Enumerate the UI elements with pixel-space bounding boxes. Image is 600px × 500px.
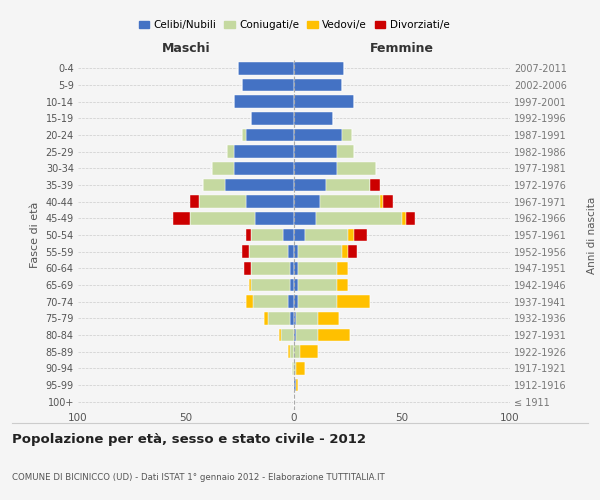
Bar — [298, 296, 337, 308]
Bar — [248, 279, 251, 291]
Bar — [242, 246, 248, 258]
Bar — [247, 229, 251, 241]
Bar — [287, 246, 294, 258]
Bar — [281, 329, 294, 341]
Bar — [296, 379, 298, 391]
Bar — [294, 379, 296, 391]
Bar — [292, 362, 294, 374]
Bar — [247, 129, 294, 141]
Bar — [251, 112, 294, 124]
Bar — [238, 62, 294, 74]
Bar — [233, 96, 294, 108]
Bar — [294, 329, 296, 341]
Bar — [337, 296, 370, 308]
Bar — [190, 196, 199, 208]
Bar — [247, 196, 294, 208]
Bar — [268, 312, 290, 324]
Bar — [173, 212, 190, 224]
Bar — [294, 212, 316, 224]
Bar — [294, 146, 337, 158]
Bar — [341, 246, 348, 258]
Bar — [370, 179, 380, 192]
Bar — [212, 162, 233, 174]
Bar — [283, 229, 294, 241]
Bar — [294, 296, 298, 308]
Bar — [233, 162, 294, 174]
Bar — [294, 162, 337, 174]
Bar — [290, 312, 294, 324]
Bar — [294, 262, 298, 274]
Bar — [264, 312, 268, 324]
Bar — [294, 129, 341, 141]
Bar — [294, 179, 326, 192]
Bar — [225, 179, 294, 192]
Bar — [355, 229, 367, 241]
Bar — [244, 262, 251, 274]
Bar — [298, 279, 337, 291]
Bar — [298, 262, 337, 274]
Bar — [296, 329, 318, 341]
Bar — [294, 196, 320, 208]
Bar — [294, 96, 355, 108]
Bar — [337, 146, 355, 158]
Bar — [406, 212, 415, 224]
Bar — [253, 296, 287, 308]
Bar — [341, 129, 352, 141]
Bar — [190, 212, 255, 224]
Bar — [318, 312, 340, 324]
Bar — [305, 229, 348, 241]
Bar — [290, 279, 294, 291]
Bar — [279, 329, 281, 341]
Bar — [337, 279, 348, 291]
Bar — [290, 346, 294, 358]
Bar — [294, 246, 298, 258]
Bar — [242, 129, 247, 141]
Bar — [294, 346, 301, 358]
Text: COMUNE DI BICINICCO (UD) - Dati ISTAT 1° gennaio 2012 - Elaborazione TUTTITALIA.: COMUNE DI BICINICCO (UD) - Dati ISTAT 1°… — [12, 473, 385, 482]
Bar — [255, 212, 294, 224]
Y-axis label: Fasce di età: Fasce di età — [30, 202, 40, 268]
Bar — [294, 62, 344, 74]
Bar — [402, 212, 406, 224]
Text: Maschi: Maschi — [161, 42, 211, 55]
Bar — [337, 262, 348, 274]
Bar — [383, 196, 394, 208]
Bar — [251, 229, 283, 241]
Bar — [301, 346, 318, 358]
Bar — [294, 312, 296, 324]
Bar — [294, 112, 333, 124]
Bar — [227, 146, 233, 158]
Bar — [287, 296, 294, 308]
Bar — [294, 79, 341, 92]
Text: Anni di nascita: Anni di nascita — [587, 196, 597, 274]
Bar — [294, 229, 305, 241]
Bar — [294, 362, 296, 374]
Bar — [380, 196, 383, 208]
Bar — [318, 329, 350, 341]
Bar — [296, 362, 305, 374]
Bar — [290, 262, 294, 274]
Bar — [294, 279, 298, 291]
Bar — [320, 196, 380, 208]
Bar — [199, 196, 247, 208]
Bar — [251, 279, 290, 291]
Bar — [233, 146, 294, 158]
Bar — [251, 262, 290, 274]
Legend: Celibi/Nubili, Coniugati/e, Vedovi/e, Divorziati/e: Celibi/Nubili, Coniugati/e, Vedovi/e, Di… — [134, 16, 454, 34]
Bar — [248, 246, 287, 258]
Bar — [296, 312, 318, 324]
Bar — [203, 179, 225, 192]
Bar — [337, 162, 376, 174]
Bar — [287, 346, 290, 358]
Bar — [348, 229, 355, 241]
Text: Popolazione per età, sesso e stato civile - 2012: Popolazione per età, sesso e stato civil… — [12, 432, 366, 446]
Bar — [298, 246, 341, 258]
Bar — [316, 212, 402, 224]
Bar — [247, 296, 253, 308]
Bar — [348, 246, 356, 258]
Text: Femmine: Femmine — [370, 42, 434, 55]
Bar — [242, 79, 294, 92]
Bar — [326, 179, 370, 192]
